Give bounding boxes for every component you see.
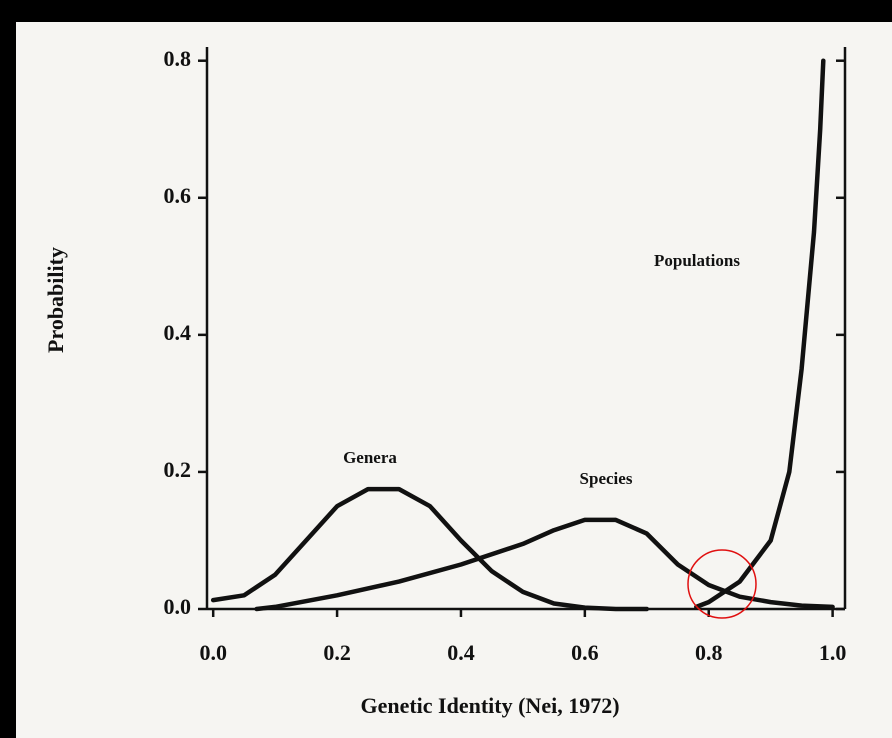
highlight-circle xyxy=(687,549,757,619)
y-axis-label: Probability xyxy=(43,247,68,353)
series-line xyxy=(210,486,650,612)
x-tick-label: 1.0 xyxy=(819,640,847,665)
y-tick-label: 0.2 xyxy=(164,457,192,482)
series-label: Populations xyxy=(654,251,740,270)
y-tick-label: 0.0 xyxy=(164,594,192,619)
x-tick-label: 0.4 xyxy=(447,640,475,665)
series-line xyxy=(254,517,835,612)
y-tick-label: 0.6 xyxy=(164,183,192,208)
y-tick-label: 0.8 xyxy=(164,46,192,71)
x-tick-label: 0.8 xyxy=(695,640,723,665)
x-tick-label: 0.0 xyxy=(199,640,227,665)
plot: 0.0 0.2 0.4 0.6 0.8 0.0 0.2 0.4 0.6 0.8 1.0 Genera S… xyxy=(164,46,847,665)
x-axis-label: Genetic Identity (Nei, 1972) xyxy=(360,693,619,718)
page xyxy=(16,22,892,738)
x-tick-label: 0.6 xyxy=(571,640,599,665)
y-tick-label: 0.4 xyxy=(164,320,192,345)
series-label: Species xyxy=(580,469,633,488)
series-label: Genera xyxy=(343,448,397,467)
x-tick-label: 0.2 xyxy=(323,640,351,665)
series-line xyxy=(694,58,826,610)
